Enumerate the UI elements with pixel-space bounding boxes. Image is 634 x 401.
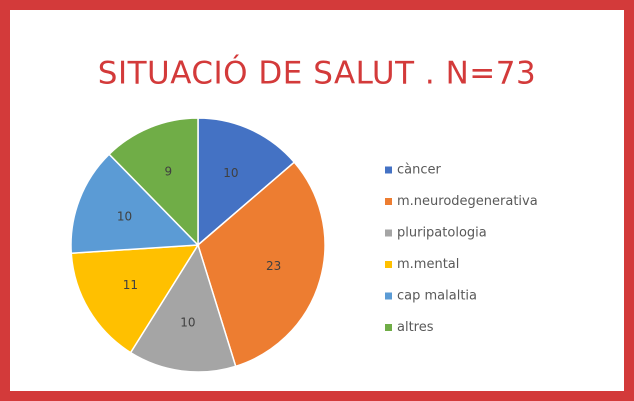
data-label: 10 — [180, 316, 195, 330]
legend-label: altres — [397, 320, 434, 335]
pie-slice — [70, 244, 200, 354]
data-label: 9 — [164, 165, 172, 179]
data-label: 10 — [223, 166, 238, 180]
data-label: 23 — [266, 259, 281, 273]
legend-swatch — [385, 324, 392, 331]
legend-label: càncer — [397, 163, 441, 178]
legend-label: m.mental — [397, 257, 459, 272]
legend-label: m.neurodegenerativa — [397, 194, 538, 209]
data-label: 10 — [117, 209, 132, 223]
pie-slice — [108, 117, 199, 247]
legend-swatch — [385, 198, 392, 205]
legend-label: pluripatologia — [397, 226, 487, 241]
legend-label: cap malaltia — [397, 289, 477, 304]
chart-title: SITUACIÓ DE SALUT . N=73 — [98, 55, 536, 92]
data-label: 11 — [123, 278, 138, 292]
pie-slice — [197, 161, 326, 368]
legend-swatch — [385, 229, 392, 237]
legend-swatch — [385, 261, 392, 268]
legend-swatch — [385, 166, 392, 174]
pie-slice — [129, 243, 237, 373]
pie-slice — [70, 153, 200, 254]
pie-slice — [197, 117, 296, 247]
legend-swatch — [385, 292, 392, 300]
